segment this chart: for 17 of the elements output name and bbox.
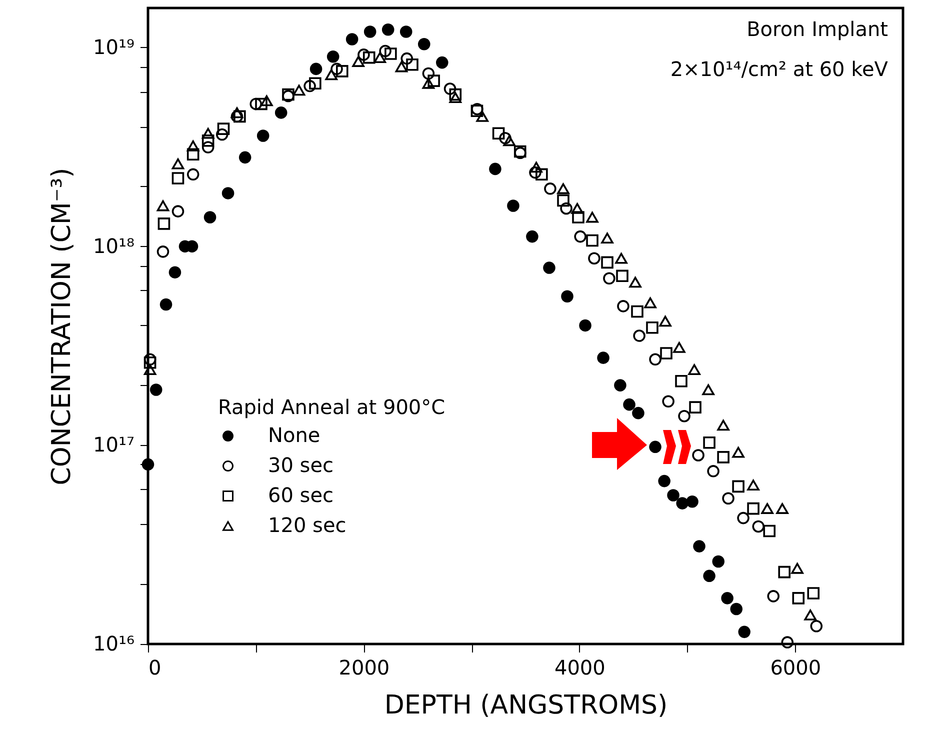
annotation: 2×10¹⁴/cm² at 60 keV [670, 57, 888, 81]
legend-label: 30 sec [268, 453, 334, 477]
y-tick-label: 10¹⁷ [93, 432, 134, 457]
y-tick-label: 10¹⁹ [93, 35, 134, 59]
legend-title: Rapid Anneal at 900°C [218, 395, 446, 419]
legend-label: None [268, 423, 320, 447]
x-tick-label: 4000 [554, 656, 606, 680]
x-tick-label: 6000 [770, 656, 822, 680]
y-axis-title: CONCENTRATION (CM⁻³) [47, 168, 78, 486]
x-tick-label: 2000 [338, 656, 390, 680]
y-tick-label: 10¹⁸ [93, 234, 134, 258]
annotation: Boron Implant [746, 17, 888, 41]
legend-label: 60 sec [268, 483, 334, 507]
legend-label: 120 sec [268, 513, 346, 537]
x-tick-label: 0 [148, 656, 162, 680]
x-axis-title: DEPTH (ANGSTROMS) [384, 690, 668, 720]
y-tick-label: 10¹⁶ [93, 632, 134, 656]
